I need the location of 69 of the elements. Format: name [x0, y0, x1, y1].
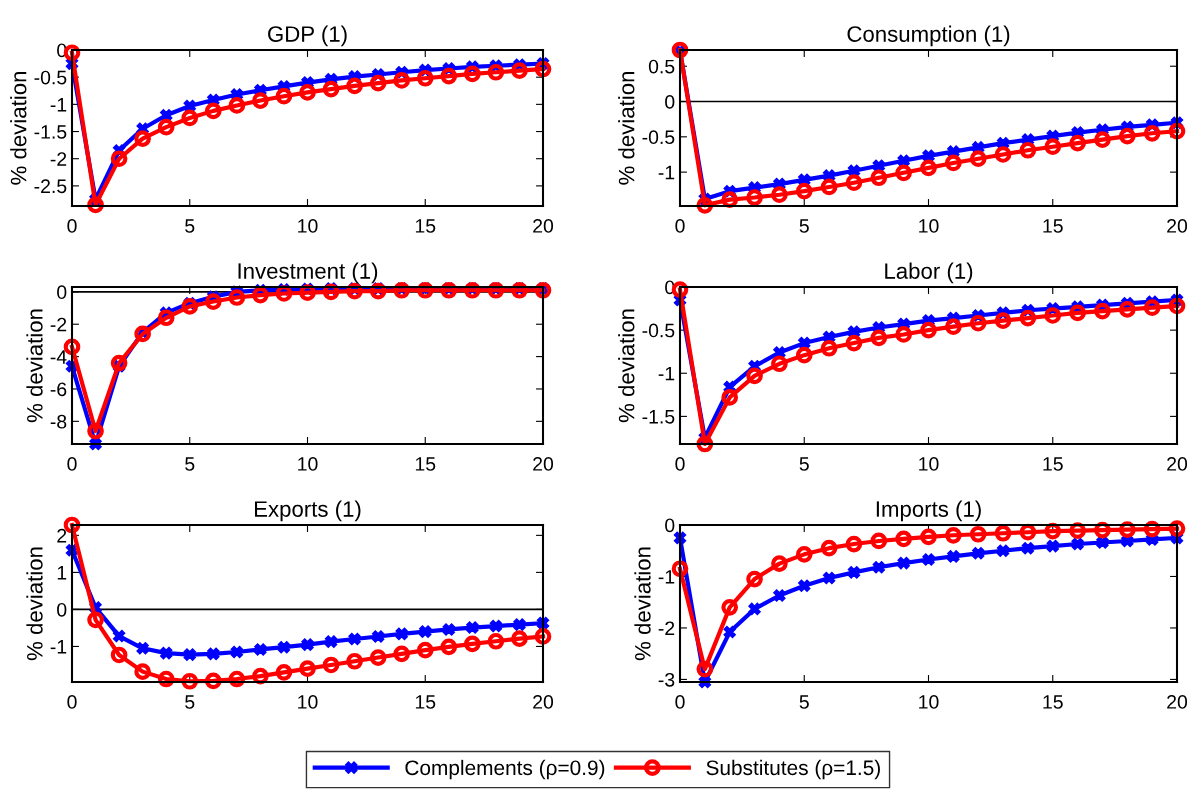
- legend-label: Complements (ρ=0.9): [405, 759, 605, 780]
- chart-title: Exports (1): [254, 500, 361, 522]
- x-tick-label: 15: [415, 695, 436, 709]
- x-tick-label: 5: [799, 219, 809, 233]
- x-tick-label: 10: [919, 457, 939, 471]
- y-tick-label: -1: [50, 640, 67, 654]
- y-axis-title: % deviation: [618, 309, 635, 423]
- y-tick-label: -1: [658, 165, 675, 180]
- chart-title: Consumption (1): [847, 25, 1010, 47]
- y-axis-title: % deviation: [26, 309, 43, 423]
- chart-title: GDP (1): [268, 25, 347, 47]
- y-axis-title: % deviation: [10, 72, 27, 185]
- x-tick-label: 15: [1043, 219, 1063, 233]
- x-tick-label: 15: [1043, 695, 1063, 709]
- y-tick-label: 0: [665, 518, 675, 533]
- chart-title: Labor (1): [885, 262, 973, 284]
- x-tick-label: 15: [415, 457, 436, 471]
- x-tick-label: 0: [675, 695, 685, 709]
- x-tick-label: 15: [1043, 457, 1063, 471]
- y-tick-label: 0: [57, 285, 67, 300]
- y-tick-label: -1: [50, 98, 67, 112]
- y-tick-label: -1: [658, 366, 675, 381]
- x-tick-label: 0: [675, 457, 685, 471]
- x-tick-label: 20: [1167, 457, 1188, 471]
- x-tick-label: 5: [185, 695, 195, 709]
- x-tick-label: 0: [675, 219, 685, 233]
- y-tick-label: -1.5: [34, 125, 67, 139]
- y-axis-title: % deviation: [634, 547, 651, 661]
- x-tick-label: 5: [185, 457, 195, 471]
- x-tick-label: 20: [1167, 219, 1188, 233]
- y-tick-label: -0.5: [34, 70, 67, 85]
- y-tick-label: -4: [50, 350, 67, 364]
- x-tick-label: 10: [298, 457, 318, 471]
- y-tick-label: -0.5: [642, 323, 675, 338]
- x-tick-label: 10: [919, 219, 939, 233]
- x-tick-label: 15: [415, 219, 436, 233]
- y-tick-label: -0.5: [642, 130, 675, 145]
- x-tick-label: 0: [67, 695, 77, 709]
- x-tick-label: 20: [533, 219, 554, 233]
- x-tick-label: 5: [185, 219, 195, 233]
- y-axis-title: % deviation: [26, 547, 43, 661]
- y-tick-label: -8: [50, 414, 67, 429]
- y-tick-label: -2: [50, 152, 67, 166]
- x-tick-label: 20: [533, 695, 554, 709]
- y-tick-label: 2: [57, 528, 67, 543]
- y-tick-label: -2.5: [34, 179, 67, 194]
- y-tick-label: 0: [665, 95, 675, 109]
- x-tick-label: 5: [799, 457, 809, 471]
- x-tick-label: 10: [298, 695, 318, 709]
- x-tick-label: 0: [67, 219, 77, 233]
- x-tick-label: 0: [67, 457, 77, 471]
- chart-title: Imports (1): [876, 500, 981, 522]
- y-tick-label: -2: [50, 317, 67, 332]
- y-tick-label: 1: [57, 566, 67, 580]
- x-tick-label: 10: [298, 219, 318, 233]
- x-tick-label: 10: [919, 695, 939, 709]
- y-tick-label: -2: [658, 621, 675, 635]
- y-tick-label: -1.5: [642, 410, 675, 424]
- x-tick-label: 20: [1167, 695, 1188, 709]
- y-tick-label: -6: [50, 382, 67, 397]
- y-tick-label: 0: [57, 602, 67, 617]
- y-tick-label: -3: [658, 672, 675, 687]
- legend-label: Substitutes (ρ=1.5): [706, 759, 880, 780]
- y-tick-label: -1: [658, 570, 675, 584]
- x-tick-label: 5: [799, 695, 809, 709]
- y-axis-title: % deviation: [618, 72, 635, 185]
- y-tick-label: 0.5: [648, 59, 675, 74]
- chart-title: Investment (1): [238, 262, 378, 284]
- x-tick-label: 20: [533, 457, 554, 471]
